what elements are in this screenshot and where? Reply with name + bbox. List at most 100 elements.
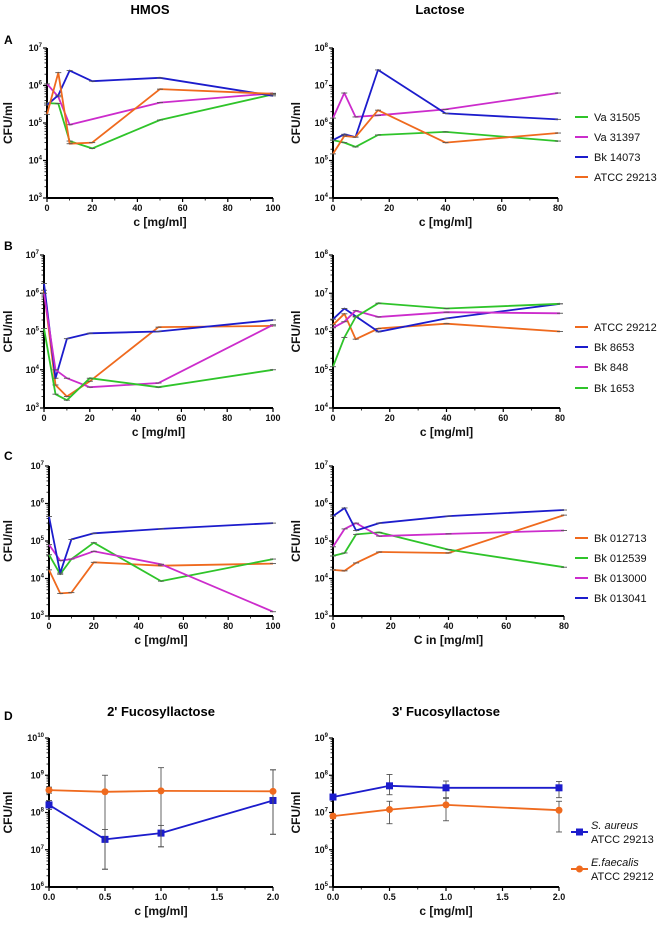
series-line bbox=[48, 516, 274, 574]
legend-item: Bk 012713 bbox=[575, 533, 647, 545]
series-line bbox=[332, 69, 559, 141]
series-line bbox=[48, 544, 274, 613]
chart-title: 2' Fucosyllactose bbox=[107, 704, 215, 719]
y-axis-label: CFU/ml bbox=[289, 520, 303, 562]
y-tick-label: 107 bbox=[315, 808, 329, 818]
y-tick-exponent: 7 bbox=[39, 43, 43, 49]
y-tick-exponent: 6 bbox=[36, 288, 40, 294]
x-tick-label: 80 bbox=[555, 413, 565, 423]
x-tick-label: 0 bbox=[330, 413, 335, 423]
y-tick-exponent: 3 bbox=[41, 611, 45, 617]
data-point bbox=[101, 788, 109, 796]
legend-d: S. aureus ATCC 29213 E.faecalis ATCC 29212 bbox=[571, 820, 654, 883]
x-axis-label: c [mg/ml] bbox=[419, 904, 472, 918]
y-tick-exponent: 6 bbox=[325, 845, 329, 851]
legend-label: Bk 1653 bbox=[594, 383, 634, 395]
series-bk-013041 bbox=[330, 507, 567, 532]
series-line bbox=[332, 507, 565, 532]
y-tick-exponent: 3 bbox=[325, 611, 329, 617]
legend-label-strain: ATCC 29212 bbox=[591, 871, 654, 883]
data-point bbox=[329, 793, 337, 801]
legend-item: ATCC 29212 bbox=[575, 322, 657, 334]
x-tick-label: 2.0 bbox=[553, 892, 566, 902]
series-line bbox=[46, 69, 274, 106]
x-tick-label: 20 bbox=[386, 621, 396, 631]
y-tick-exponent: 7 bbox=[325, 288, 329, 294]
panel-letter-c: C bbox=[4, 449, 13, 463]
y-tick-label: 105 bbox=[31, 536, 45, 546]
y-tick-exponent: 6 bbox=[325, 499, 329, 505]
series-line bbox=[48, 561, 274, 595]
series-va-31505 bbox=[330, 130, 561, 148]
series-line bbox=[46, 71, 274, 145]
legend-item: Bk 012539 bbox=[575, 553, 647, 565]
y-tick-label: 105 bbox=[26, 327, 40, 337]
y-tick-exponent: 7 bbox=[325, 81, 329, 87]
y-tick-label: 108 bbox=[315, 43, 329, 53]
legend-label: ATCC 29213 bbox=[594, 172, 657, 184]
y-tick-exponent: 5 bbox=[325, 365, 329, 371]
y-tick-exponent: 4 bbox=[41, 574, 45, 580]
x-tick-label: 0 bbox=[46, 621, 51, 631]
y-tick-exponent: 5 bbox=[325, 156, 329, 162]
y-tick-label: 109 bbox=[315, 733, 329, 743]
y-tick-label: 103 bbox=[29, 193, 43, 203]
y-tick-exponent: 7 bbox=[41, 461, 45, 467]
legend-label: Bk 013000 bbox=[594, 573, 647, 585]
x-tick-label: 0 bbox=[330, 621, 335, 631]
x-tick-label: 60 bbox=[501, 621, 511, 631]
legend-label: E.faecalis bbox=[591, 857, 639, 869]
x-tick-label: 1.5 bbox=[496, 892, 509, 902]
x-axis-label: C in [mg/ml] bbox=[414, 633, 483, 647]
legend-label: S. aureus bbox=[591, 820, 639, 832]
y-tick-label: 107 bbox=[26, 250, 40, 260]
data-point bbox=[442, 784, 450, 792]
y-tick-exponent: 8 bbox=[41, 808, 45, 814]
data-point bbox=[386, 782, 393, 790]
y-tick-exponent: 7 bbox=[36, 250, 40, 256]
y-tick-exponent: 4 bbox=[36, 365, 40, 371]
series-e-faecalis-atcc-29212 bbox=[45, 767, 277, 870]
legend-item: Bk 013041 bbox=[575, 593, 647, 605]
y-tick-label: 106 bbox=[26, 288, 40, 298]
data-point bbox=[555, 806, 563, 814]
series-line bbox=[332, 312, 561, 341]
y-tick-label: 105 bbox=[315, 536, 329, 546]
legend-marker-square bbox=[576, 828, 583, 836]
y-tick-label: 108 bbox=[315, 770, 329, 780]
x-tick-label: 20 bbox=[87, 203, 97, 213]
x-tick-label: 100 bbox=[265, 413, 280, 423]
x-tick-label: 60 bbox=[176, 413, 186, 423]
series-bk-013000 bbox=[330, 522, 567, 548]
series-line bbox=[332, 784, 559, 798]
y-tick-exponent: 6 bbox=[39, 81, 43, 87]
panel-letter-a: A bbox=[4, 33, 13, 47]
y-tick-exponent: 4 bbox=[325, 574, 329, 580]
panel-letter-d: D bbox=[4, 709, 13, 723]
y-tick-label: 107 bbox=[29, 43, 43, 53]
x-tick-label: 0 bbox=[330, 203, 335, 213]
y-tick-label: 105 bbox=[315, 365, 329, 375]
legend-label: Bk 012539 bbox=[594, 553, 647, 565]
legend-label: Bk 8653 bbox=[594, 342, 634, 354]
y-axis-label: CFU/ml bbox=[1, 311, 15, 353]
x-tick-label: 80 bbox=[223, 621, 233, 631]
series-bk-013000 bbox=[46, 544, 276, 613]
legend-item: E.faecalis ATCC 29212 bbox=[571, 857, 654, 883]
y-axis-label: CFU/ml bbox=[1, 520, 15, 562]
y-tick-label: 103 bbox=[315, 611, 329, 621]
y-tick-label: 106 bbox=[31, 499, 45, 509]
y-tick-exponent: 8 bbox=[325, 250, 329, 256]
x-axis-label: c [mg/ml] bbox=[134, 904, 187, 918]
y-tick-exponent: 7 bbox=[325, 808, 329, 814]
x-tick-label: 40 bbox=[132, 203, 142, 213]
y-tick-label: 105 bbox=[315, 156, 329, 166]
series-bk-013041 bbox=[46, 516, 276, 574]
series-line bbox=[332, 130, 559, 148]
series-line bbox=[332, 302, 561, 368]
y-axis-label: CFU/ml bbox=[289, 311, 303, 353]
chart-title: 3' Fucosyllactose bbox=[392, 704, 500, 719]
x-tick-label: 60 bbox=[498, 413, 508, 423]
x-tick-label: 1.0 bbox=[155, 892, 168, 902]
x-tick-label: 80 bbox=[553, 203, 563, 213]
